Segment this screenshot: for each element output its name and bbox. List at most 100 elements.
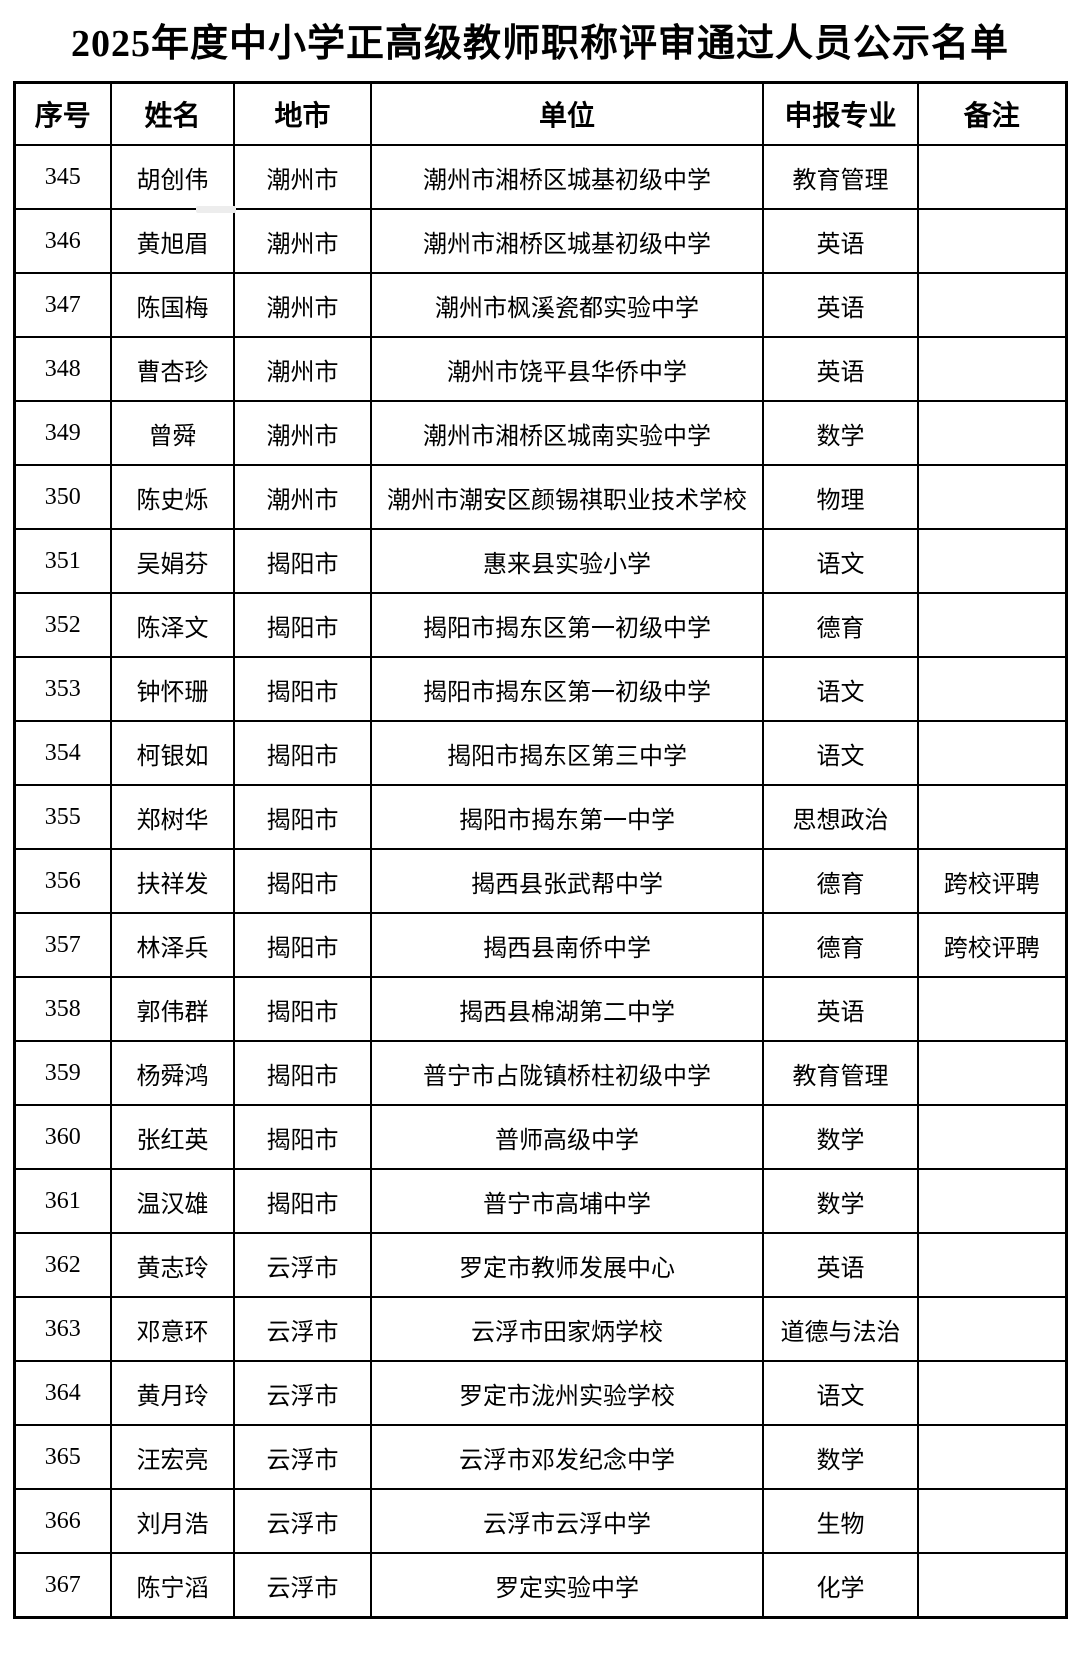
cell-name: 曾舜 — [110, 400, 235, 466]
cell-city: 云浮市 — [233, 1488, 372, 1554]
table-row: 351 吴娟芬 揭阳市 惠来县实验小学 语文 — [13, 528, 1067, 594]
header-name: 姓名 — [110, 81, 235, 146]
cell-unit: 揭西县张武帮中学 — [370, 848, 764, 914]
cell-subject: 英语 — [762, 976, 919, 1042]
cell-city: 云浮市 — [233, 1424, 372, 1490]
cell-subject: 德育 — [762, 912, 919, 978]
cell-unit: 揭阳市揭东区第一初级中学 — [370, 656, 764, 722]
cell-index: 360 — [13, 1104, 112, 1170]
cell-unit: 潮州市湘桥区城基初级中学 — [370, 208, 764, 274]
cell-city: 揭阳市 — [233, 592, 372, 658]
table-row: 357 林泽兵 揭阳市 揭西县南侨中学 德育 跨校评聘 — [13, 912, 1067, 978]
cell-city: 揭阳市 — [233, 1040, 372, 1106]
cell-city: 云浮市 — [233, 1232, 372, 1298]
roster-table: 序号 姓名 地市 单位 申报专业 备注 345 胡创伟 潮州市 潮州市湘桥区城基… — [12, 81, 1068, 1619]
cell-subject: 英语 — [762, 272, 919, 338]
cell-remark — [917, 528, 1067, 594]
cell-unit: 揭阳市揭东第一中学 — [370, 784, 764, 850]
cell-remark — [917, 1040, 1067, 1106]
cell-city: 潮州市 — [233, 144, 372, 210]
cell-city: 潮州市 — [233, 208, 372, 274]
cell-index: 365 — [13, 1424, 112, 1490]
cell-name: 黄月玲 — [110, 1360, 235, 1426]
cell-remark: 跨校评聘 — [917, 912, 1067, 978]
cell-unit: 潮州市潮安区颜锡祺职业技术学校 — [370, 464, 764, 530]
cell-index: 361 — [13, 1168, 112, 1234]
cell-unit: 惠来县实验小学 — [370, 528, 764, 594]
table-row: 353 钟怀珊 揭阳市 揭阳市揭东区第一初级中学 语文 — [13, 656, 1067, 722]
table-row: 363 邓意环 云浮市 云浮市田家炳学校 道德与法治 — [13, 1296, 1067, 1362]
cell-unit: 云浮市邓发纪念中学 — [370, 1424, 764, 1490]
cell-subject: 数学 — [762, 1424, 919, 1490]
cell-index: 354 — [13, 720, 112, 786]
cell-city: 揭阳市 — [233, 976, 372, 1042]
table-row: 355 郑树华 揭阳市 揭阳市揭东第一中学 思想政治 — [13, 784, 1067, 850]
cell-subject: 教育管理 — [762, 1040, 919, 1106]
cell-index: 351 — [13, 528, 112, 594]
cell-unit: 云浮市云浮中学 — [370, 1488, 764, 1554]
cell-name: 汪宏亮 — [110, 1424, 235, 1490]
cell-city: 潮州市 — [233, 272, 372, 338]
cell-index: 349 — [13, 400, 112, 466]
cell-name: 陈国梅 — [110, 272, 235, 338]
table-row: 358 郭伟群 揭阳市 揭西县棉湖第二中学 英语 — [13, 976, 1067, 1042]
cell-city: 云浮市 — [233, 1360, 372, 1426]
cell-remark — [917, 592, 1067, 658]
cell-city: 揭阳市 — [233, 784, 372, 850]
cell-name: 胡创伟 — [110, 144, 235, 210]
cell-index: 359 — [13, 1040, 112, 1106]
cell-name: 扶祥发 — [110, 848, 235, 914]
table-row: 362 黄志玲 云浮市 罗定市教师发展中心 英语 — [13, 1232, 1067, 1298]
cell-subject: 语文 — [762, 656, 919, 722]
cell-remark — [917, 1232, 1067, 1298]
cell-remark — [917, 336, 1067, 402]
cell-unit: 揭西县棉湖第二中学 — [370, 976, 764, 1042]
cell-subject: 英语 — [762, 1232, 919, 1298]
cell-remark — [917, 1168, 1067, 1234]
cell-unit: 潮州市饶平县华侨中学 — [370, 336, 764, 402]
cell-unit: 潮州市湘桥区城基初级中学 — [370, 144, 764, 210]
cell-subject: 道德与法治 — [762, 1296, 919, 1362]
cell-index: 362 — [13, 1232, 112, 1298]
table-row: 356 扶祥发 揭阳市 揭西县张武帮中学 德育 跨校评聘 — [13, 848, 1067, 914]
cell-index: 357 — [13, 912, 112, 978]
cell-index: 350 — [13, 464, 112, 530]
table-row: 347 陈国梅 潮州市 潮州市枫溪瓷都实验中学 英语 — [13, 272, 1067, 338]
cell-city: 潮州市 — [233, 336, 372, 402]
cell-unit: 潮州市枫溪瓷都实验中学 — [370, 272, 764, 338]
cell-name: 温汉雄 — [110, 1168, 235, 1234]
cell-subject: 语文 — [762, 528, 919, 594]
table-row: 354 柯银如 揭阳市 揭阳市揭东区第三中学 语文 — [13, 720, 1067, 786]
cell-remark — [917, 208, 1067, 274]
cell-remark — [917, 272, 1067, 338]
cell-subject: 德育 — [762, 592, 919, 658]
cell-remark — [917, 400, 1067, 466]
cell-unit: 云浮市田家炳学校 — [370, 1296, 764, 1362]
cell-index: 353 — [13, 656, 112, 722]
cell-city: 潮州市 — [233, 464, 372, 530]
cell-name: 林泽兵 — [110, 912, 235, 978]
cell-city: 揭阳市 — [233, 720, 372, 786]
cell-unit: 普宁市高埔中学 — [370, 1168, 764, 1234]
cell-index: 352 — [13, 592, 112, 658]
cell-remark — [917, 144, 1067, 210]
cell-name: 黄志玲 — [110, 1232, 235, 1298]
cell-name: 陈史烁 — [110, 464, 235, 530]
header-row: 序号 姓名 地市 单位 申报专业 备注 — [13, 81, 1067, 146]
cell-name: 钟怀珊 — [110, 656, 235, 722]
cell-name: 邓意环 — [110, 1296, 235, 1362]
table-row: 345 胡创伟 潮州市 潮州市湘桥区城基初级中学 教育管理 — [13, 144, 1067, 210]
cell-city: 云浮市 — [233, 1296, 372, 1362]
cell-city: 揭阳市 — [233, 528, 372, 594]
cell-subject: 英语 — [762, 208, 919, 274]
cell-subject: 思想政治 — [762, 784, 919, 850]
table-header: 序号 姓名 地市 单位 申报专业 备注 — [13, 81, 1067, 146]
table-row: 361 温汉雄 揭阳市 普宁市高埔中学 数学 — [13, 1168, 1067, 1234]
cell-name: 陈宁滔 — [110, 1552, 235, 1619]
table-row: 348 曹杏珍 潮州市 潮州市饶平县华侨中学 英语 — [13, 336, 1067, 402]
table-row: 349 曾舜 潮州市 潮州市湘桥区城南实验中学 数学 — [13, 400, 1067, 466]
header-index: 序号 — [13, 81, 112, 146]
cell-name: 杨舜鸿 — [110, 1040, 235, 1106]
cell-index: 345 — [13, 144, 112, 210]
